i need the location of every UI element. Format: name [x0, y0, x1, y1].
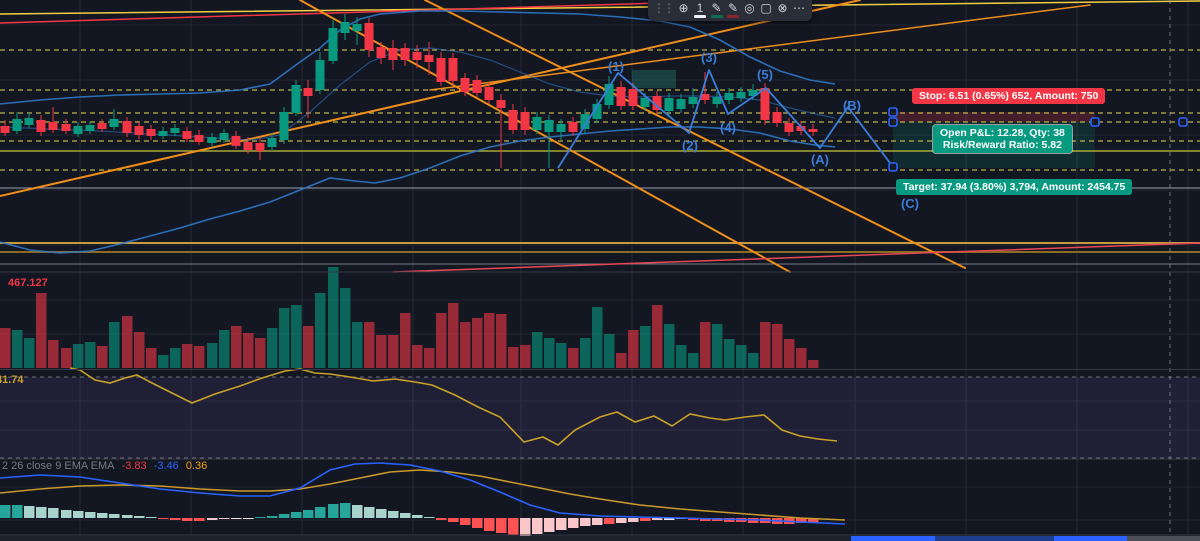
- macd-hist-value: 0.36: [185, 460, 208, 472]
- visibility-button[interactable]: ◎: [744, 2, 756, 18]
- wave-label: (3): [701, 50, 717, 65]
- pen-green-button[interactable]: ✎: [710, 1, 723, 18]
- pen-green-icon: ✎: [711, 1, 722, 15]
- line-width-button[interactable]: 1: [694, 2, 706, 18]
- more-icon: ⋯: [793, 1, 805, 15]
- macd-pane: [0, 462, 846, 536]
- wave-label: (C): [901, 196, 919, 211]
- line-width-glyph: 1: [696, 1, 704, 15]
- drawing-toolbar: ⋮⋮ ⊕ 1 ✎ ✎ ◎ ▢ ⊗ ⋯: [648, 0, 812, 21]
- risk-reward-line: Risk/Reward Ratio: 5.82: [942, 139, 1062, 151]
- visibility-icon: ◎: [744, 1, 755, 15]
- trash-icon: ⊗: [777, 1, 788, 15]
- magnet-icon[interactable]: ⊕: [678, 2, 690, 18]
- wave-label: (4): [720, 120, 736, 135]
- trend-lines[interactable]: [0, 0, 1200, 273]
- wave-label: (2): [682, 138, 698, 153]
- macd-signal-value: -3.46: [153, 460, 179, 472]
- pen-red-button[interactable]: ✎: [727, 2, 739, 18]
- macd-legend: 2 26 close 9 EMA EMA -3.83 -3.46 0.36: [2, 460, 211, 472]
- drag-handle-icon[interactable]: ⋮⋮: [653, 1, 675, 18]
- magnet-glyph: ⊕: [678, 1, 689, 15]
- elliott-wave-drawing[interactable]: (1) (2) (3) (4) (5) (A) (B) (C): [557, 50, 919, 211]
- position-zones: [632, 70, 1095, 168]
- drag-handle-glyph: ⋮⋮: [653, 1, 675, 15]
- lock-icon: ▢: [760, 1, 772, 15]
- wave-label: (B): [843, 98, 861, 113]
- drawing-handles[interactable]: [888, 107, 1188, 172]
- macd-params-label: 2 26 close 9 EMA EMA: [2, 460, 115, 472]
- macd-value: -3.83: [121, 460, 147, 472]
- pen-red-icon: ✎: [727, 1, 739, 15]
- stop-badge[interactable]: Stop: 6.51 (0.65%) 652, Amount: 750: [912, 88, 1106, 104]
- wave-label: (1): [608, 59, 624, 74]
- open-pnl-badge[interactable]: Open P&L: 12.28, Qty: 38 Risk/Reward Rat…: [933, 125, 1072, 153]
- more-button[interactable]: ⋯: [793, 2, 805, 18]
- wave-label: (5): [757, 67, 773, 82]
- rsi-line: [69, 367, 838, 446]
- pane-dividers: [0, 271, 1200, 536]
- candles[interactable]: [0, 14, 818, 168]
- volume-value-label: 467.127: [8, 277, 48, 289]
- open-pnl-line: Open P&L: 12.28, Qty: 38: [940, 127, 1065, 139]
- wave-label: (A): [811, 152, 829, 167]
- volume-bars: [0, 267, 819, 368]
- time-scrollbar[interactable]: [0, 536, 1200, 541]
- delete-button[interactable]: ⊗: [777, 2, 789, 18]
- target-badge[interactable]: Target: 37.94 (3.80%) 3,794, Amount: 245…: [896, 179, 1133, 195]
- rsi-value-label: 41.74: [0, 374, 24, 386]
- lock-button[interactable]: ▢: [760, 2, 772, 18]
